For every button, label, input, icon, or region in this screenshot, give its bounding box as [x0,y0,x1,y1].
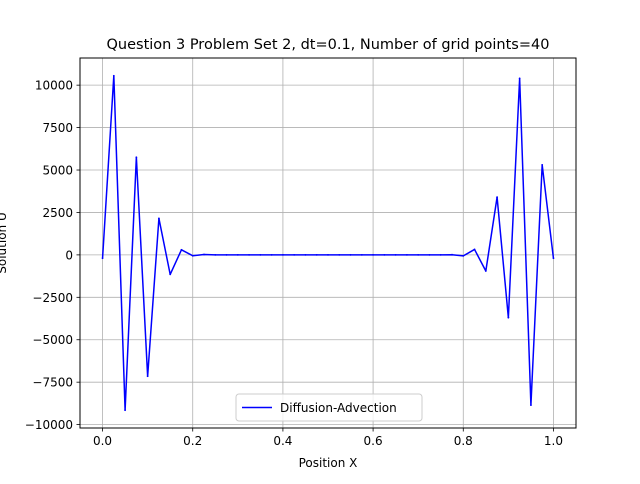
data-point [360,253,363,256]
plot-area [101,74,555,412]
data-point [417,253,420,256]
x-tick-label: 0.6 [364,434,383,448]
x-tick-label: 1.0 [544,434,563,448]
data-point [530,404,532,406]
data-point [496,196,498,199]
y-tick-label: 5000 [42,164,73,178]
data-point [484,270,487,272]
data-point [225,253,228,256]
data-point [507,316,510,319]
y-tick-label: −10000 [25,418,73,432]
data-point [270,253,273,256]
data-point [248,253,250,256]
data-point [327,253,329,256]
data-point [180,248,183,251]
data-point [372,253,374,256]
data-point [293,253,296,256]
y-axis-ticks: −10000 −7500 −5000 −2500 0 2500 5000 7500 10000 [25,79,80,432]
x-axis-label: Position X [299,456,358,470]
data-point [304,253,307,256]
axes-frame [79,57,577,429]
y-tick-label: 7500 [42,121,73,135]
data-point [394,253,397,256]
data-point [383,253,386,256]
legend-label: Diffusion-Advection [280,401,397,415]
data-point [428,253,431,256]
data-point [101,257,104,260]
data-point [541,164,544,166]
data-point [112,74,115,77]
x-tick-label: 0.4 [273,434,292,448]
x-tick-label: 0.0 [93,434,112,448]
data-point [473,248,476,251]
legend: Diffusion-Advection [235,393,423,422]
data-point [203,253,205,256]
y-tick-label: 10000 [35,79,73,93]
data-point [462,255,465,257]
data-point [191,254,194,257]
x-tick-label: 0.2 [183,434,202,448]
data-point [214,253,217,256]
data-point [451,253,453,256]
data-point [282,253,284,256]
data-point [135,156,138,159]
data-point [124,409,126,412]
y-tick-label: −5000 [32,333,73,347]
legend-box [235,393,423,422]
y-tick-label: −2500 [32,291,73,305]
y-tick-label: −7500 [32,376,73,390]
data-point [158,217,160,220]
data-point [315,253,318,256]
data-point [169,273,172,276]
data-point [406,253,408,256]
data-point [552,257,555,260]
data-point [349,253,352,256]
y-tick-label: 2500 [42,206,73,220]
data-point [236,253,239,256]
y-axis-label: Solution U [0,212,9,273]
chart-title: Question 3 Problem Set 2, dt=0.1, Number… [107,37,550,53]
data-point [259,253,262,256]
x-axis-ticks: 0.0 0.2 0.4 0.6 0.8 1.0 [93,428,563,448]
data-point [146,375,149,378]
data-point [518,77,521,80]
y-tick-label: 0 [65,248,73,262]
x-tick-label: 0.8 [454,434,473,448]
data-point [338,253,341,256]
data-point [439,253,442,256]
